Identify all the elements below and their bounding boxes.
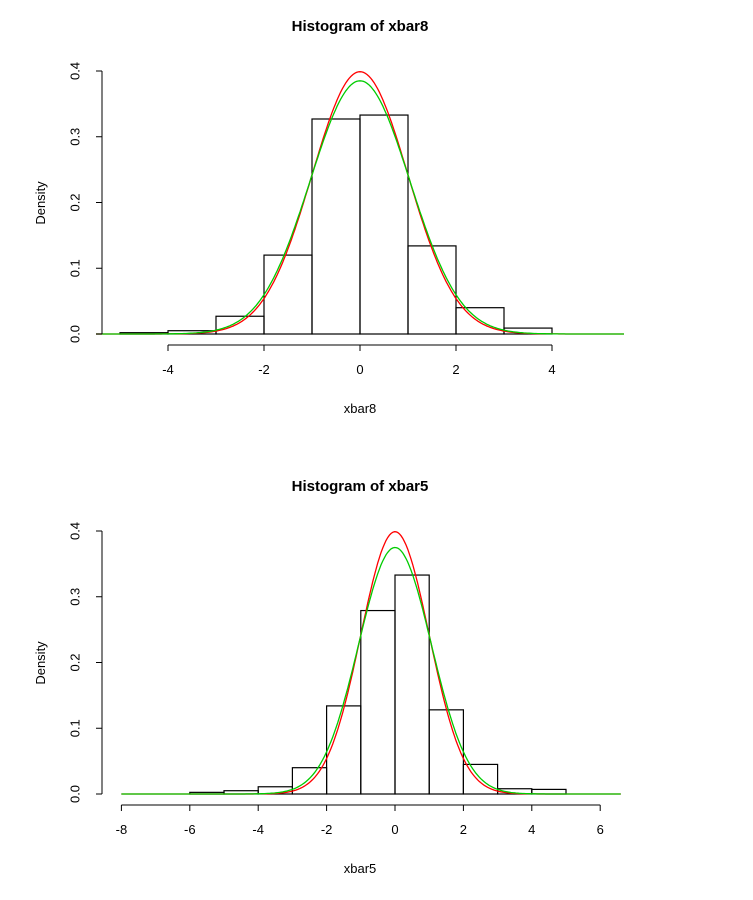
- x-tick-label: 2: [452, 362, 459, 377]
- x-tick-label: -2: [321, 822, 333, 837]
- x-tick-label: 0: [391, 822, 398, 837]
- x-axis-label: xbar5: [344, 861, 377, 876]
- y-tick-label: 0.2: [68, 653, 83, 671]
- density-curve: [121, 546, 621, 795]
- x-tick-label: -2: [258, 362, 270, 377]
- y-tick-label: 0.3: [68, 128, 83, 146]
- chart-title: Histogram of xbar8: [292, 18, 429, 35]
- histogram-xbar8: Histogram of xbar8 xbar8 Density 0.0 0.1 0…: [33, 18, 624, 416]
- histogram-bar: [407, 245, 457, 335]
- density-curve: [121, 531, 621, 795]
- y-tick-label: 0.1: [68, 719, 83, 737]
- density-curve: [96, 80, 624, 335]
- histogram-bar: [215, 315, 265, 335]
- x-tick-label: -4: [252, 822, 264, 837]
- y-axis-label: Density: [33, 181, 48, 225]
- y-tick-label: 0.1: [68, 259, 83, 277]
- y-tick-label: 0.2: [68, 193, 83, 211]
- x-tick-label: -8: [116, 822, 128, 837]
- x-tick-label: 2: [460, 822, 467, 837]
- histogram-bar: [394, 574, 430, 795]
- histogram-bar: [263, 254, 313, 335]
- histogram-bar: [428, 709, 465, 795]
- chart-title: Histogram of xbar5: [292, 478, 429, 495]
- x-tick-label: -4: [162, 362, 174, 377]
- x-axis-label: xbar8: [344, 401, 377, 416]
- histogram-bar: [360, 609, 396, 795]
- y-tick-label: 0.0: [68, 325, 83, 343]
- y-tick-label: 0.4: [68, 62, 83, 80]
- x-tick-label: 4: [528, 822, 535, 837]
- x-tick-label: -6: [184, 822, 196, 837]
- x-tick-label: 6: [597, 822, 604, 837]
- y-axis-label: Density: [33, 641, 48, 685]
- histogram-bar: [359, 114, 409, 335]
- x-tick-label: 4: [548, 362, 555, 377]
- x-tick-label: 0: [356, 362, 363, 377]
- y-tick-label: 0.0: [68, 785, 83, 803]
- y-tick-label: 0.3: [68, 588, 83, 606]
- histogram-xbar5: Histogram of xbar5 xbar5 Density 0.0 0.1 0…: [33, 478, 621, 876]
- histogram-bar: [326, 705, 362, 795]
- y-tick-label: 0.4: [68, 522, 83, 540]
